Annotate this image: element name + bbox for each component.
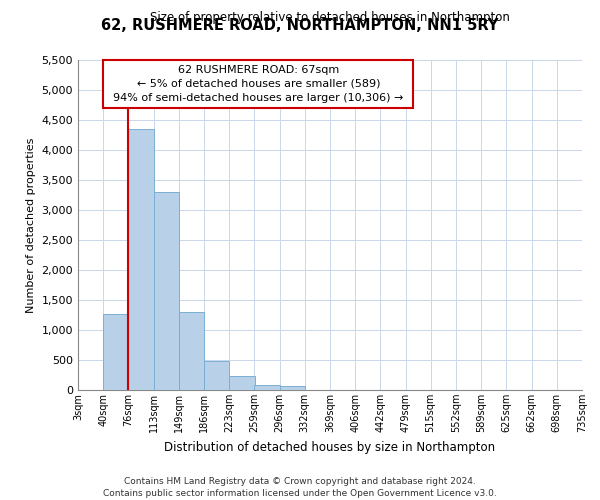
Bar (204, 360, 229, 390)
Bar (103, 314, 129, 390)
Bar (254, 384, 280, 390)
Text: 62 RUSHMERE ROAD: 67sqm
← 5% of detached houses are smaller (589)
94% of semi-de: 62 RUSHMERE ROAD: 67sqm ← 5% of detached… (113, 65, 404, 103)
FancyBboxPatch shape (103, 60, 413, 108)
Title: Size of property relative to detached houses in Northampton: Size of property relative to detached ho… (150, 11, 510, 24)
Bar (128, 129, 154, 390)
Bar (179, 312, 204, 390)
Bar (280, 386, 305, 390)
Bar (229, 376, 255, 390)
Bar (154, 192, 179, 390)
Y-axis label: Number of detached properties: Number of detached properties (26, 138, 36, 312)
X-axis label: Distribution of detached houses by size in Northampton: Distribution of detached houses by size … (164, 440, 496, 454)
Text: 62, RUSHMERE ROAD, NORTHAMPTON, NN1 5RY: 62, RUSHMERE ROAD, NORTHAMPTON, NN1 5RY (101, 18, 499, 32)
Text: Contains HM Land Registry data © Crown copyright and database right 2024.
Contai: Contains HM Land Registry data © Crown c… (103, 476, 497, 498)
